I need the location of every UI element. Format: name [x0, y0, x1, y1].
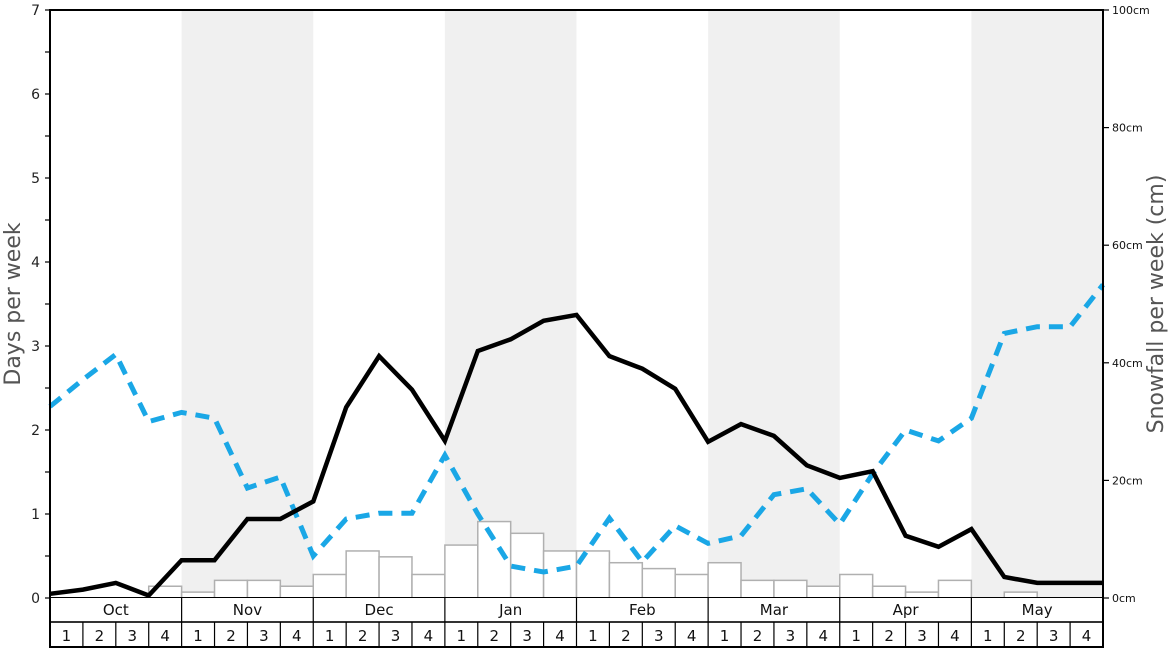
x-axis-months-weeks: Oct 1 2 3 4 Nov 1 2 3 4 Dec 1 2 3 4 Jan 1 2 3 4 Feb 1 2 3 4 Mar 1 2… — [49, 598, 1104, 648]
week-label: 4 — [292, 627, 302, 645]
y-right-tick-label: 40cm — [1112, 357, 1143, 370]
shade-mar — [708, 10, 840, 598]
snowfall-bar — [246, 579, 282, 599]
y-tick-label: 0 — [31, 591, 40, 607]
snowfall-bar — [477, 520, 512, 599]
week-label: 3 — [391, 627, 401, 645]
week-label: 4 — [424, 627, 434, 645]
month-shading — [181, 10, 1103, 598]
y-axis-title-right: Snowfall per week (cm) — [1144, 175, 1168, 434]
shade-may — [971, 10, 1103, 598]
week-label: 2 — [95, 627, 105, 645]
left-y-axis: 0 1 2 3 4 5 6 7 — [31, 3, 50, 607]
week-label: 2 — [226, 627, 236, 645]
week-label: 4 — [819, 627, 829, 645]
y-right-tick-label: 20cm — [1112, 474, 1143, 487]
snowfall-bar — [806, 585, 841, 599]
y-tick-label: 3 — [31, 339, 40, 355]
week-label: 1 — [983, 627, 993, 645]
month-label-mar: Mar — [760, 601, 789, 619]
week-label: 3 — [127, 627, 137, 645]
week-label: 1 — [325, 627, 335, 645]
y-tick-label: 7 — [31, 3, 40, 19]
month-label-jan: Jan — [498, 601, 522, 619]
snowfall-bar — [345, 550, 380, 599]
y-right-tick-label: 80cm — [1112, 122, 1143, 135]
snowfall-bar — [937, 579, 973, 599]
snowfall-bar — [279, 585, 314, 599]
snowfall-bar — [871, 585, 907, 599]
week-label: 1 — [588, 627, 598, 645]
y-tick-label: 5 — [31, 171, 40, 187]
solid-black-line — [49, 312, 1103, 599]
week-label: 4 — [555, 627, 565, 645]
week-label: 4 — [950, 627, 960, 645]
snowfall-bar — [839, 573, 874, 599]
y-right-tick-label: 100cm — [1112, 4, 1150, 17]
week-label: 3 — [1049, 627, 1059, 645]
month-label-may: May — [1022, 601, 1053, 619]
snowfall-bar — [773, 579, 808, 599]
week-label: 2 — [358, 627, 368, 645]
snowfall-bar — [542, 550, 578, 599]
y-right-tick-label: 60cm — [1112, 239, 1143, 252]
right-y-axis: 0cm 20cm 40cm 60cm 80cm 100cm — [1103, 4, 1150, 605]
snowfall-bar — [740, 579, 775, 599]
snowfall-bar — [312, 573, 347, 599]
snowfall-bar — [608, 561, 644, 599]
y-right-tick-label: 0cm — [1112, 592, 1136, 605]
chart-lines — [48, 283, 1105, 599]
week-label: 3 — [654, 627, 664, 645]
snowfall-bar — [444, 544, 479, 599]
y-tick-label: 2 — [31, 423, 40, 439]
y-tick-label: 6 — [31, 87, 40, 103]
snowfall-bar — [674, 573, 709, 599]
week-label: 4 — [1082, 627, 1092, 645]
snowfall-bar — [641, 567, 676, 599]
month-label-apr: Apr — [893, 601, 920, 619]
y-axis-title-left: Days per week — [1, 222, 26, 385]
y-tick-label: 1 — [31, 507, 40, 523]
week-label: 1 — [851, 627, 861, 645]
week-label: 4 — [687, 627, 697, 645]
week-label: 2 — [1016, 627, 1026, 645]
shade-nov — [181, 10, 314, 598]
shade-jan — [444, 10, 577, 598]
week-label: 2 — [753, 627, 763, 645]
week-label: 3 — [522, 627, 532, 645]
month-label-nov: Nov — [233, 601, 262, 619]
week-label: 1 — [457, 627, 467, 645]
snowfall-bar — [707, 561, 742, 599]
week-label: 2 — [489, 627, 499, 645]
month-label-oct: Oct — [103, 601, 129, 619]
week-label: 3 — [917, 627, 927, 645]
week-label: 3 — [786, 627, 796, 645]
week-label: 2 — [621, 627, 631, 645]
snowfall-bar — [213, 579, 249, 599]
month-label-dec: Dec — [365, 601, 394, 619]
y-tick-label: 4 — [31, 255, 40, 271]
month-label-feb: Feb — [629, 601, 656, 619]
week-label: 1 — [62, 627, 72, 645]
week-label: 4 — [160, 627, 170, 645]
snowfall-bar — [411, 573, 446, 599]
week-label: 2 — [884, 627, 894, 645]
week-label: 1 — [193, 627, 203, 645]
week-label: 1 — [720, 627, 730, 645]
week-label: 3 — [259, 627, 269, 645]
snowfall-bar — [378, 556, 413, 599]
